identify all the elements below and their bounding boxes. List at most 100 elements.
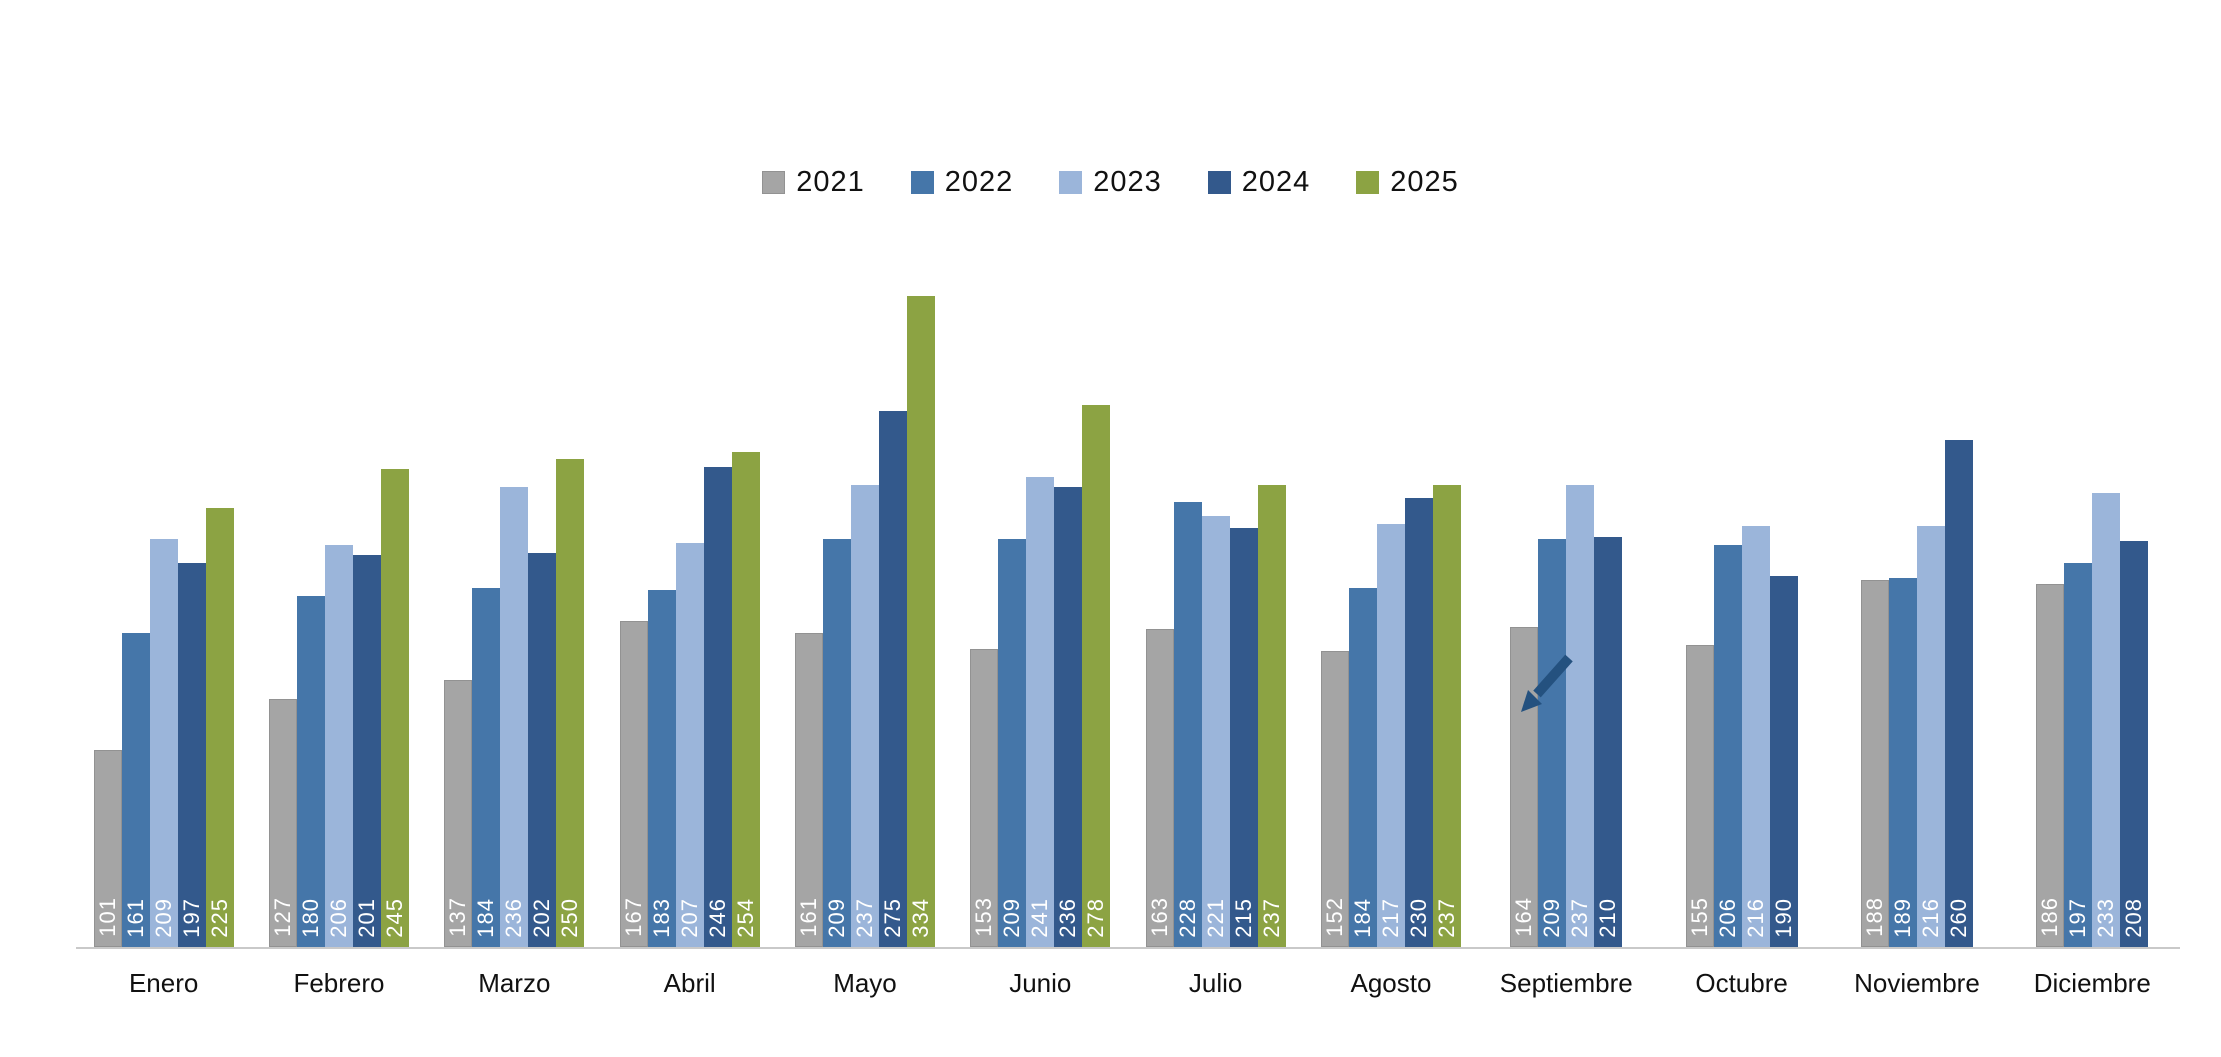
bar-febrero-2024[interactable]: 201 [352,555,381,947]
bar-value-label: 334 [907,898,933,938]
bar-junio-2024[interactable]: 236 [1054,487,1083,947]
bar-mayo-2021[interactable]: 161 [794,633,823,947]
bar-value-label: 153 [971,897,997,937]
bar-junio-2021[interactable]: 153 [970,649,999,947]
bar-group-noviembre: 188 189 216 260 [1829,240,2004,947]
bar-value-label: 164 [1511,897,1537,937]
bar-julio-2025[interactable]: 237 [1257,485,1286,947]
bar-diciembre-2023[interactable]: 233 [2092,493,2121,947]
bar-value-label: 217 [1377,898,1403,938]
bar-octubre-2021[interactable]: 155 [1685,645,1714,947]
bar-febrero-2021[interactable]: 127 [268,699,297,947]
bar-value-label: 183 [648,898,674,938]
bar-marzo-2023[interactable]: 236 [500,487,529,947]
bar-value-label: 278 [1083,898,1109,938]
bar-noviembre-2024[interactable]: 260 [1944,440,1973,947]
bar-abril-2022[interactable]: 183 [647,590,676,947]
bar-noviembre-2021[interactable]: 188 [1860,580,1889,947]
bar-junio-2023[interactable]: 241 [1026,477,1055,947]
bar-septiembre-2021[interactable]: 164 [1510,627,1539,947]
bar-abril-2021[interactable]: 167 [619,621,648,947]
bar-group-abril: 167 183 207 246 254 [602,240,777,947]
bar-value-label: 197 [2065,898,2091,938]
bar-agosto-2021[interactable]: 152 [1320,651,1349,947]
bar-value-label: 186 [2037,897,2063,937]
bar-enero-2021[interactable]: 101 [93,750,122,947]
legend-item-2025[interactable]: 2025 [1356,168,1459,197]
x-axis-labels: Enero Febrero Marzo Abril Mayo Junio Julio Agos… [76,968,2180,999]
bar-value-label: 236 [1055,898,1081,938]
bar-julio-2023[interactable]: 221 [1201,516,1230,947]
bar-value-label: 237 [1258,898,1284,938]
bar-value-label: 155 [1686,897,1712,937]
bar-value-label: 184 [1349,898,1375,938]
bar-enero-2023[interactable]: 209 [149,539,178,947]
x-axis-label-septiembre: Septiembre [1499,968,1633,998]
x-axis-label-febrero: Febrero [293,968,385,998]
bar-enero-2025[interactable]: 225 [205,508,234,947]
bar-agosto-2024[interactable]: 230 [1404,498,1433,947]
bar-value-label: 180 [297,898,323,938]
bar-septiembre-2024[interactable]: 210 [1594,537,1623,947]
bar-diciembre-2024[interactable]: 208 [2120,541,2149,947]
bar-febrero-2025[interactable]: 245 [380,469,409,947]
bar-abril-2023[interactable]: 207 [675,543,704,947]
bar-value-label: 127 [269,897,295,937]
bar-enero-2024[interactable]: 197 [177,563,206,947]
bar-julio-2021[interactable]: 163 [1145,629,1174,947]
bar-value-label: 209 [823,898,849,938]
bar-agosto-2023[interactable]: 217 [1376,524,1405,947]
bar-value-label: 152 [1321,897,1347,937]
legend-item-2024[interactable]: 2024 [1207,168,1311,197]
bar-diciembre-2022[interactable]: 197 [2064,563,2093,947]
bar-septiembre-2022[interactable]: 209 [1538,539,1567,947]
bar-octubre-2022[interactable]: 206 [1713,545,1742,947]
bar-marzo-2025[interactable]: 250 [556,459,585,947]
bar-noviembre-2023[interactable]: 216 [1916,526,1945,947]
bar-junio-2022[interactable]: 209 [998,539,1027,947]
bar-noviembre-2022[interactable]: 189 [1888,578,1917,947]
bar-mayo-2022[interactable]: 209 [822,539,851,947]
bar-marzo-2021[interactable]: 137 [444,680,473,947]
bar-enero-2022[interactable]: 161 [121,633,150,947]
bar-junio-2025[interactable]: 278 [1082,405,1111,947]
bar-value-label: 209 [999,898,1025,938]
bar-septiembre-2023[interactable]: 237 [1566,485,1595,947]
bar-value-label: 206 [325,898,351,938]
bar-febrero-2022[interactable]: 180 [296,596,325,947]
x-axis-label-abril: Abril [663,968,716,998]
bar-marzo-2022[interactable]: 184 [472,588,501,947]
bar-marzo-2024[interactable]: 202 [528,553,557,947]
legend-item-2022[interactable]: 2022 [910,168,1014,197]
legend-item-2023[interactable]: 2023 [1059,168,1162,197]
bar-value-label: 216 [1742,898,1768,938]
bar-mayo-2025[interactable]: 334 [906,296,935,947]
bar-group-marzo: 137 184 236 202 250 [427,240,602,947]
bar-value-label: 225 [206,898,232,938]
bar-octubre-2023[interactable]: 216 [1741,526,1770,947]
bar-diciembre-2021[interactable]: 186 [2036,584,2065,947]
bar-agosto-2025[interactable]: 237 [1432,485,1461,947]
bar-octubre-2024[interactable]: 190 [1769,576,1798,947]
bar-julio-2024[interactable]: 215 [1229,528,1258,947]
bar-abril-2025[interactable]: 254 [731,452,760,947]
x-axis-label-agosto: Agosto [1350,968,1432,998]
bar-group-octubre: 155 206 216 190 [1654,240,1829,947]
legend-item-2021[interactable]: 2021 [762,168,865,197]
bar-mayo-2024[interactable]: 275 [878,411,907,947]
x-axis-label-julio: Julio [1188,968,1243,998]
bar-value-label: 161 [122,898,148,938]
bar-value-label: 275 [879,898,905,938]
bar-febrero-2023[interactable]: 206 [324,545,353,947]
bar-julio-2022[interactable]: 228 [1173,502,1202,947]
bar-value-label: 230 [1405,898,1431,938]
bar-abril-2024[interactable]: 246 [703,467,732,947]
bar-value-label: 161 [795,897,821,937]
legend-label: 2021 [796,166,865,198]
bar-agosto-2022[interactable]: 184 [1348,588,1377,947]
legend-swatch-icon [1207,171,1231,194]
bar-value-label: 237 [851,898,877,938]
bar-mayo-2023[interactable]: 237 [850,485,879,947]
x-axis-label-enero: Enero [128,968,199,998]
bar-value-label: 250 [557,898,583,938]
